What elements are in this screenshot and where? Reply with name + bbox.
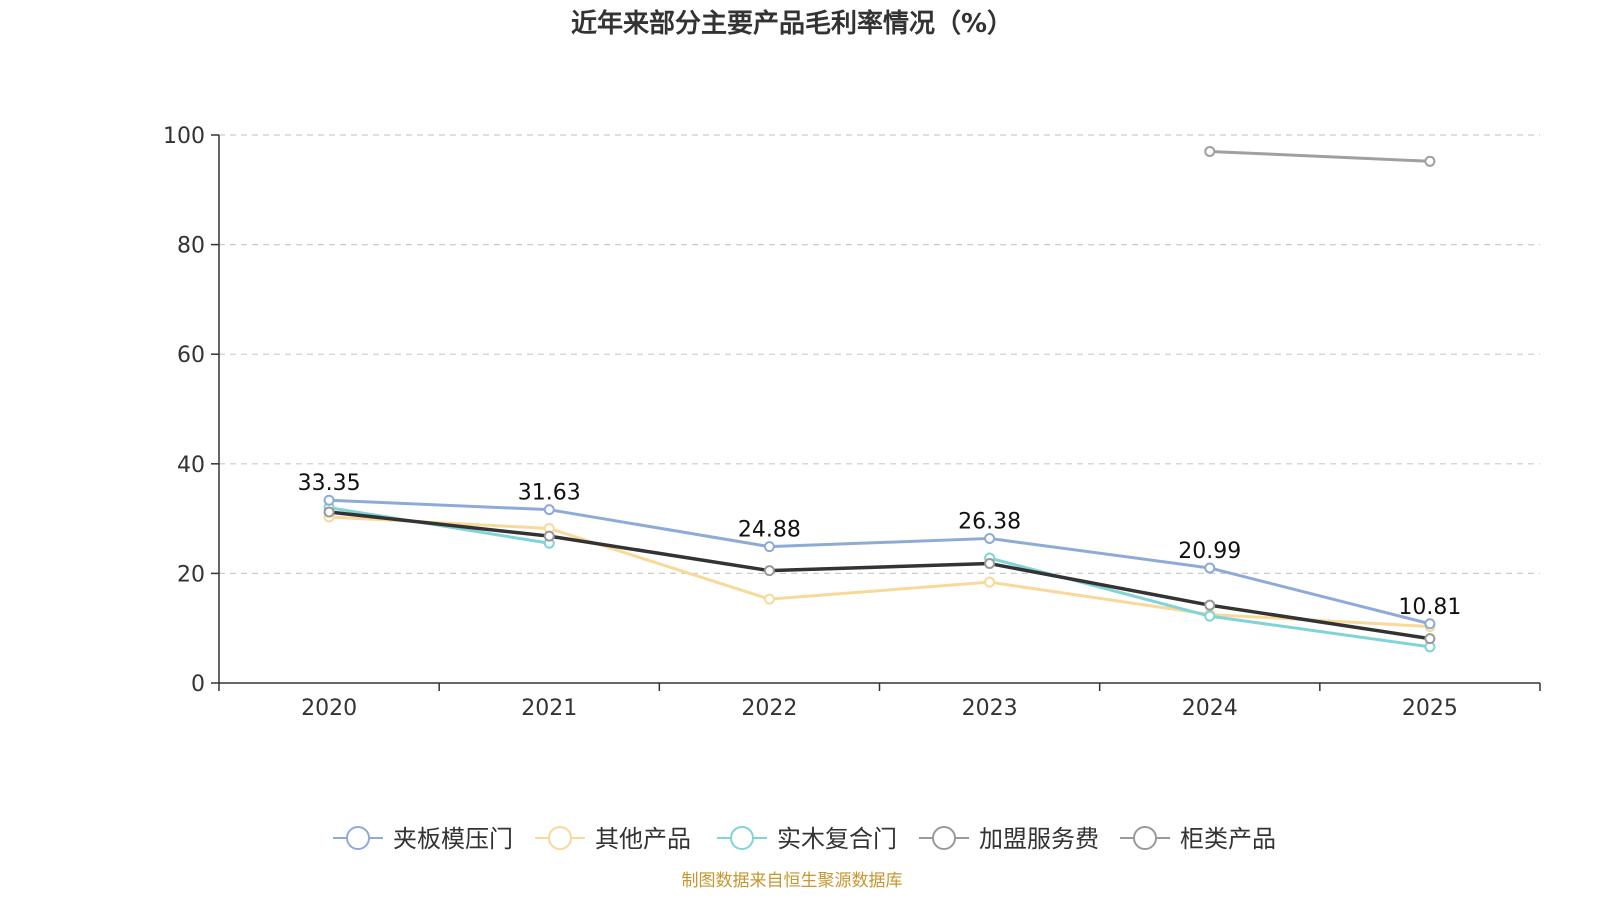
chart-title: 近年来部分主要产品毛利率情况（%） xyxy=(571,8,1013,39)
data-point[interactable] xyxy=(763,565,775,577)
data-point[interactable] xyxy=(543,504,555,516)
data-point[interactable] xyxy=(1204,599,1216,611)
data-label: 24.88 xyxy=(738,518,801,543)
data-point[interactable] xyxy=(984,576,996,588)
data-point[interactable] xyxy=(1424,633,1436,645)
series-line-3 xyxy=(328,510,1431,641)
legend-item[interactable]: 加盟服务费 xyxy=(919,825,1099,853)
legend[interactable]: 夹板模压门 其他产品 实木复合门 加盟服务费 柜类产品 xyxy=(333,825,1276,853)
x-tick-label: 2023 xyxy=(962,696,1018,721)
legend-label: 实木复合门 xyxy=(777,825,897,853)
data-point[interactable] xyxy=(323,506,335,518)
legend-marker xyxy=(548,826,572,850)
y-tick-label: 40 xyxy=(177,453,205,478)
data-point[interactable] xyxy=(543,530,555,542)
axes: 0 20 40 60 80 100 2020 2021 2022 2023 2024 2025 xyxy=(163,124,1541,721)
data-labels: 33.35 31.63 24.88 26.38 20.99 10.81 xyxy=(298,471,1462,620)
data-point[interactable] xyxy=(323,494,335,506)
data-point[interactable] xyxy=(1204,145,1216,157)
data-point[interactable] xyxy=(1204,562,1216,574)
legend-item[interactable]: 柜类产品 xyxy=(1120,825,1276,853)
series-line-0 xyxy=(329,498,1431,626)
legend-marker xyxy=(932,826,956,850)
data-point[interactable] xyxy=(1424,155,1436,167)
data-point[interactable] xyxy=(1204,610,1216,622)
legend-item[interactable]: 其他产品 xyxy=(535,825,691,853)
legend-marker xyxy=(346,826,370,850)
x-tick-label: 2022 xyxy=(741,696,797,721)
legend-marker xyxy=(1133,826,1157,850)
data-point[interactable] xyxy=(984,558,996,570)
legend-marker xyxy=(730,826,754,850)
data-label: 20.99 xyxy=(1178,539,1241,564)
legend-label: 夹板模压门 xyxy=(393,825,513,853)
y-tick-label: 80 xyxy=(177,234,205,259)
data-point[interactable] xyxy=(984,532,996,544)
x-tick-label: 2021 xyxy=(521,696,577,721)
legend-label: 加盟服务费 xyxy=(979,825,1099,853)
data-point[interactable] xyxy=(1424,618,1436,630)
legend-label: 柜类产品 xyxy=(1180,825,1276,853)
data-label: 33.35 xyxy=(298,471,361,496)
legend-label: 其他产品 xyxy=(595,825,691,853)
data-point[interactable] xyxy=(763,593,775,605)
y-tick-label: 100 xyxy=(163,124,205,149)
x-tick-label: 2020 xyxy=(301,696,357,721)
series-line-1 xyxy=(329,515,1430,629)
data-label: 26.38 xyxy=(958,509,1021,534)
data-point[interactable] xyxy=(763,541,775,553)
source-note: 制图数据来自恒生聚源数据库 xyxy=(682,871,903,891)
series-line-4 xyxy=(1209,149,1430,163)
x-tick-label: 2024 xyxy=(1182,696,1238,721)
data-label: 10.81 xyxy=(1398,595,1461,620)
legend-item[interactable]: 实木复合门 xyxy=(717,825,897,853)
y-tick-label: 20 xyxy=(177,562,205,587)
data-label: 31.63 xyxy=(518,481,581,506)
y-tick-label: 0 xyxy=(191,672,205,697)
series-layer xyxy=(323,145,1436,653)
legend-item[interactable]: 夹板模压门 xyxy=(333,825,513,853)
y-tick-label: 60 xyxy=(177,343,205,368)
x-tick-label: 2025 xyxy=(1402,696,1458,721)
grid xyxy=(219,134,1540,575)
